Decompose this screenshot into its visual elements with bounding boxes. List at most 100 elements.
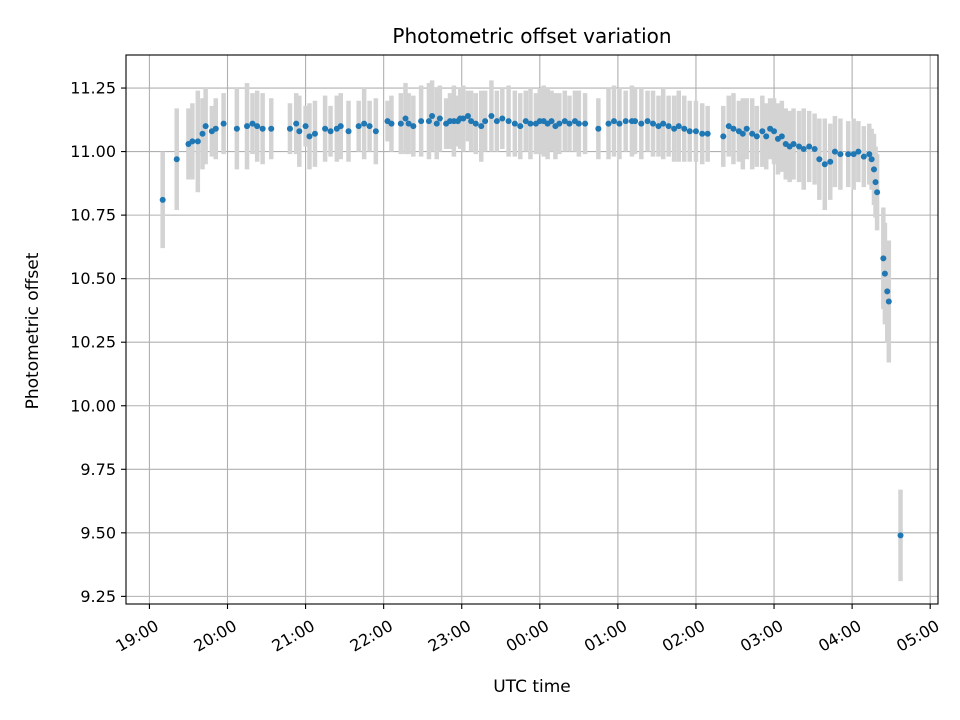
data-point: [821, 161, 828, 168]
data-point: [159, 196, 166, 203]
data-point: [605, 120, 612, 127]
data-point: [468, 118, 475, 125]
data-point: [199, 130, 206, 137]
data-point: [402, 115, 409, 122]
data-point: [366, 123, 373, 130]
data-point: [286, 125, 293, 132]
data-point: [505, 118, 512, 125]
data-point: [866, 151, 873, 158]
data-point: [397, 120, 404, 127]
y-tick-label: 9.50: [80, 523, 116, 542]
y-tick-label: 10.25: [70, 333, 116, 352]
data-point: [194, 138, 201, 145]
data-point: [811, 146, 818, 153]
data-point: [293, 120, 300, 127]
data-point: [436, 115, 443, 122]
data-point: [860, 153, 867, 160]
data-point: [806, 143, 813, 150]
data-point: [249, 120, 256, 127]
data-point: [749, 130, 756, 137]
data-point: [881, 270, 888, 277]
data-point: [660, 120, 667, 127]
data-point: [244, 123, 251, 130]
data-point: [259, 125, 266, 132]
data-point: [868, 156, 875, 163]
data-point: [522, 118, 529, 125]
data-point: [595, 125, 602, 132]
data-point: [233, 125, 240, 132]
data-point: [478, 123, 485, 130]
data-point: [800, 146, 807, 153]
data-point: [610, 118, 617, 125]
chart-title: Photometric offset variation: [392, 24, 671, 48]
data-point: [897, 532, 904, 539]
data-point: [410, 123, 417, 130]
y-tick-label: 10.75: [70, 206, 116, 225]
data-point: [254, 123, 261, 130]
data-point: [725, 123, 732, 130]
data-point: [556, 120, 563, 127]
data-point: [302, 123, 309, 130]
y-tick-label: 9.75: [80, 460, 116, 479]
data-point: [638, 120, 645, 127]
data-point: [616, 120, 623, 127]
data-point: [650, 120, 657, 127]
data-point: [361, 120, 368, 127]
data-point: [372, 128, 379, 135]
data-point: [681, 125, 688, 132]
data-point: [675, 123, 682, 130]
data-point: [872, 179, 879, 186]
data-point: [622, 118, 629, 125]
data-point: [644, 118, 651, 125]
y-tick-label: 11.00: [70, 142, 116, 161]
data-point: [855, 148, 862, 155]
data-point: [671, 125, 678, 132]
data-point: [743, 125, 750, 132]
data-point: [837, 151, 844, 158]
data-point: [517, 123, 524, 130]
plot-area-frame: [125, 54, 939, 605]
data-point: [220, 120, 227, 127]
y-axis-ticks: 9.25 9.50 9.75 10.00 10.25 10.50 10.75 11.00 11.…: [70, 79, 126, 606]
y-tick-label: 11.25: [70, 79, 116, 98]
data-point: [730, 125, 737, 132]
data-point: [472, 120, 479, 127]
data-point: [189, 138, 196, 145]
data-point: [488, 113, 495, 119]
data-point: [322, 125, 329, 132]
data-point: [796, 143, 803, 150]
data-point: [345, 128, 352, 135]
data-point: [527, 120, 534, 127]
data-point: [482, 118, 489, 125]
data-point: [753, 133, 760, 140]
data-point: [493, 118, 500, 125]
data-point: [575, 120, 582, 127]
x-axis-label: UTC time: [493, 677, 571, 697]
data-point: [355, 123, 362, 130]
data-point: [388, 120, 395, 127]
data-point: [885, 298, 892, 305]
data-point: [790, 140, 797, 147]
data-point: [874, 189, 881, 196]
data-point: [665, 123, 672, 130]
data-point: [405, 120, 412, 127]
data-point: [566, 120, 573, 127]
data-point: [692, 128, 699, 135]
data-point: [582, 120, 589, 127]
data-point: [850, 151, 857, 158]
data-point: [870, 166, 877, 173]
data-point: [311, 130, 318, 137]
data-point: [771, 128, 778, 135]
y-tick-label: 10.00: [70, 396, 116, 415]
data-point: [464, 113, 471, 119]
data-point: [460, 115, 467, 122]
data-point: [511, 120, 518, 127]
data-point: [655, 123, 662, 130]
data-point: [704, 130, 711, 137]
data-point: [827, 158, 834, 165]
data-point: [831, 148, 838, 155]
data-point: [202, 123, 209, 130]
data-point: [720, 133, 727, 140]
y-tick-label: 9.25: [80, 587, 116, 606]
